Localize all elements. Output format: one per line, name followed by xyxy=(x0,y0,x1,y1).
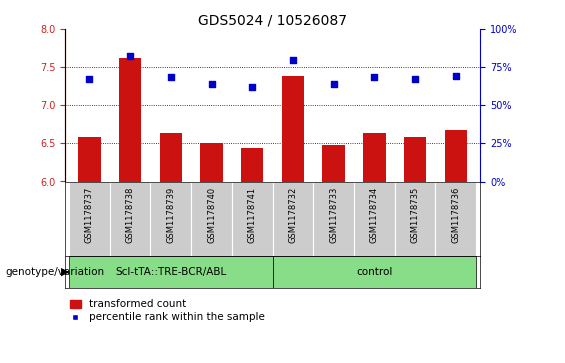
Bar xyxy=(69,256,273,288)
Text: GSM1178737: GSM1178737 xyxy=(85,187,94,243)
Point xyxy=(451,73,460,79)
Bar xyxy=(69,182,110,256)
Bar xyxy=(445,130,467,182)
Bar xyxy=(363,134,385,182)
Point xyxy=(370,74,379,80)
Bar xyxy=(150,182,191,256)
Point xyxy=(329,81,338,87)
Text: GSM1178735: GSM1178735 xyxy=(411,187,420,243)
Bar xyxy=(160,134,182,182)
Title: GDS5024 / 10526087: GDS5024 / 10526087 xyxy=(198,14,347,28)
Point xyxy=(207,81,216,87)
Point xyxy=(289,57,298,62)
Bar xyxy=(404,136,427,182)
Bar xyxy=(323,145,345,182)
Bar xyxy=(273,182,314,256)
Text: genotype/variation: genotype/variation xyxy=(6,267,105,277)
Text: ScI-tTA::TRE-BCR/ABL: ScI-tTA::TRE-BCR/ABL xyxy=(115,267,227,277)
Bar xyxy=(282,76,304,182)
Text: GSM1178736: GSM1178736 xyxy=(451,187,460,243)
Text: control: control xyxy=(356,267,393,277)
Bar xyxy=(110,182,150,256)
Bar xyxy=(354,182,395,256)
Point xyxy=(411,76,420,82)
Point xyxy=(125,53,134,58)
Bar xyxy=(191,182,232,256)
Bar xyxy=(78,137,101,182)
Legend: transformed count, percentile rank within the sample: transformed count, percentile rank withi… xyxy=(70,299,265,322)
Bar xyxy=(314,182,354,256)
Text: ▶: ▶ xyxy=(61,267,69,277)
Text: GSM1178741: GSM1178741 xyxy=(248,187,257,243)
Text: GSM1178732: GSM1178732 xyxy=(289,187,297,243)
Bar xyxy=(273,256,476,288)
Point xyxy=(85,76,94,82)
Text: GSM1178733: GSM1178733 xyxy=(329,187,338,243)
Bar xyxy=(119,58,141,182)
Text: GSM1178740: GSM1178740 xyxy=(207,187,216,243)
Bar xyxy=(395,182,436,256)
Bar xyxy=(201,143,223,182)
Point xyxy=(247,84,257,90)
Point xyxy=(166,74,175,80)
Bar xyxy=(232,182,273,256)
Bar xyxy=(241,148,263,182)
Text: GSM1178739: GSM1178739 xyxy=(166,187,175,243)
Bar xyxy=(436,182,476,256)
Text: GSM1178738: GSM1178738 xyxy=(125,187,134,243)
Text: GSM1178734: GSM1178734 xyxy=(370,187,379,243)
